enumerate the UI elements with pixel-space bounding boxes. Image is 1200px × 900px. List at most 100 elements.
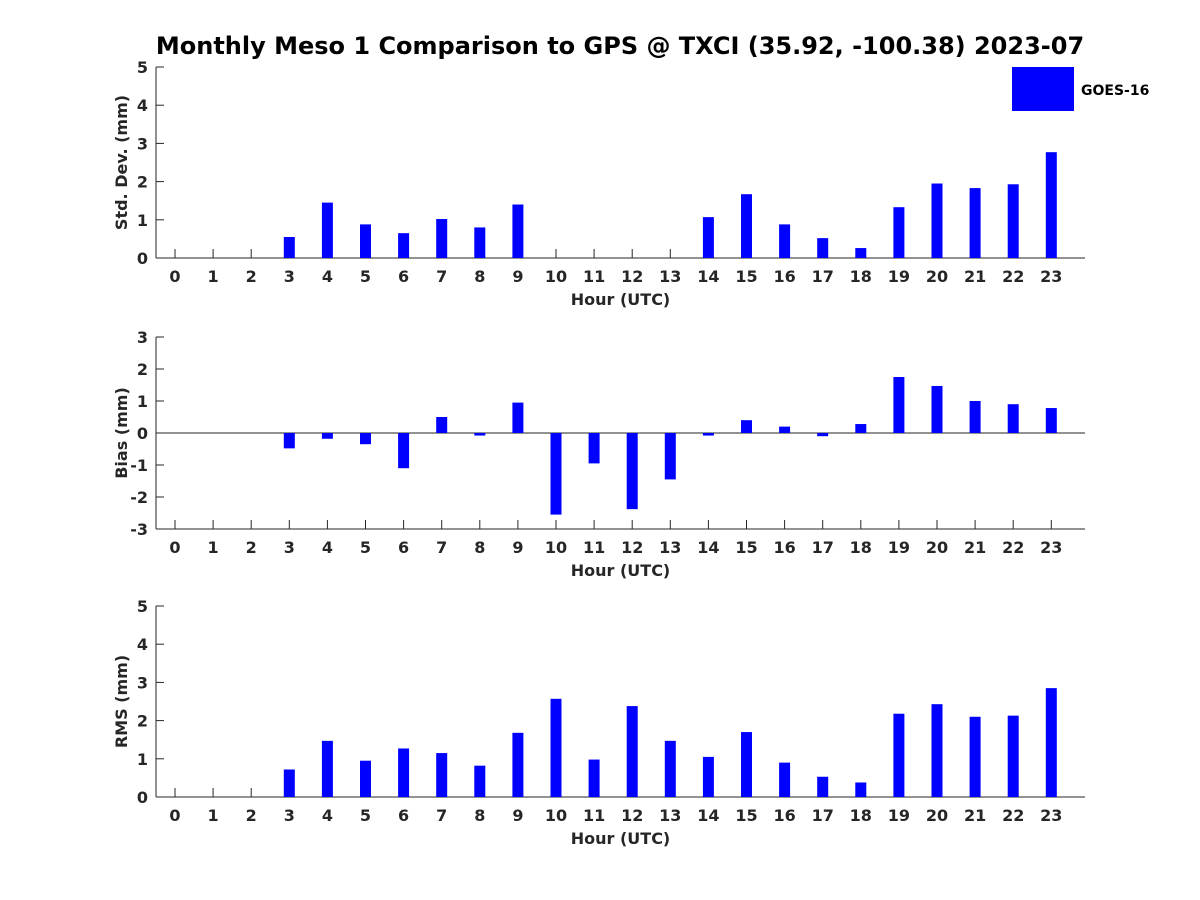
x-tick-label: 22 [1002, 538, 1024, 557]
bar-hour-3 [283, 433, 295, 449]
bar-hour-4 [321, 433, 333, 439]
bar-hour-21 [969, 188, 981, 258]
bar-hour-3 [283, 769, 295, 797]
legend-label: GOES-16 [1081, 83, 1149, 99]
x-tick-label: 1 [208, 267, 219, 286]
x-tick-label: 9 [512, 267, 523, 286]
bar-hour-17 [817, 776, 829, 797]
y-tick-label: -3 [130, 520, 148, 539]
chart-title: Monthly Meso 1 Comparison to GPS @ TXCI … [156, 32, 1084, 60]
bar-hour-8 [474, 227, 486, 258]
x-tick-label: 18 [850, 267, 872, 286]
bar-hour-16 [779, 426, 791, 433]
bar-hour-21 [969, 716, 981, 797]
x-tick-label: 22 [1002, 267, 1024, 286]
bar-hour-9 [512, 204, 524, 258]
y-tick-label: 5 [137, 597, 148, 616]
x-tick-label: 19 [888, 806, 910, 825]
bar-hour-11 [588, 433, 600, 464]
bar-hour-19 [893, 207, 905, 258]
x-tick-label: 1 [208, 806, 219, 825]
y-tick-label: 4 [137, 96, 148, 115]
bar-hour-5 [360, 760, 371, 797]
bar-hour-3 [283, 236, 295, 258]
x-tick-label: 3 [284, 538, 295, 557]
y-tick-label: 0 [137, 788, 148, 807]
x-tick-label: 18 [850, 538, 872, 557]
x-axis-label: Hour (UTC) [571, 290, 671, 309]
y-tick-label: -1 [130, 456, 148, 475]
bar-hour-13 [664, 433, 676, 480]
bar-hour-14 [702, 756, 714, 797]
x-tick-label: 0 [169, 806, 180, 825]
x-tick-label: 6 [398, 538, 409, 557]
bar-hour-20 [931, 385, 943, 433]
x-tick-label: 17 [812, 538, 834, 557]
bar-hour-20 [931, 704, 943, 797]
bar-hour-17 [817, 238, 829, 258]
bar-hour-18 [855, 248, 867, 258]
y-tick-label: 3 [137, 328, 148, 347]
x-tick-label: 2 [246, 538, 257, 557]
x-tick-label: 2 [246, 806, 257, 825]
x-tick-label: 9 [512, 806, 523, 825]
x-tick-label: 18 [850, 806, 872, 825]
bar-hour-16 [779, 224, 791, 258]
y-tick-label: 2 [137, 173, 148, 192]
x-tick-label: 4 [322, 267, 333, 286]
x-tick-label: 12 [621, 538, 643, 557]
bar-hour-14 [702, 433, 714, 436]
bar-hour-10 [550, 433, 562, 515]
x-tick-label: 8 [474, 806, 485, 825]
bar-hour-12 [626, 706, 638, 797]
x-tick-label: 2 [246, 267, 257, 286]
x-tick-label: 7 [436, 806, 447, 825]
bar-hour-6 [398, 433, 410, 469]
y-tick-label: 1 [137, 750, 148, 769]
bar-hour-7 [436, 753, 448, 797]
x-axis-label: Hour (UTC) [571, 561, 671, 580]
bar-hour-9 [512, 732, 524, 797]
x-tick-label: 15 [735, 806, 757, 825]
y-tick-label: 3 [137, 134, 148, 153]
x-tick-label: 22 [1002, 806, 1024, 825]
x-tick-label: 4 [322, 538, 333, 557]
y-axis-label: RMS (mm) [112, 655, 131, 748]
y-tick-label: 0 [137, 249, 148, 268]
legend-swatch [1012, 67, 1074, 111]
x-tick-label: 10 [545, 806, 567, 825]
x-tick-label: 17 [812, 806, 834, 825]
bar-hour-18 [855, 782, 867, 797]
x-tick-label: 14 [697, 806, 719, 825]
y-tick-label: 1 [137, 392, 148, 411]
bar-hour-4 [321, 202, 333, 258]
x-tick-label: 5 [360, 806, 371, 825]
y-tick-label: 0 [137, 424, 148, 443]
bar-hour-19 [893, 713, 905, 797]
x-tick-label: 5 [360, 538, 371, 557]
x-tick-label: 9 [512, 538, 523, 557]
bar-hour-14 [702, 217, 714, 258]
x-tick-label: 12 [621, 267, 643, 286]
bar-hour-8 [474, 765, 486, 797]
x-tick-label: 23 [1040, 806, 1062, 825]
x-tick-label: 7 [436, 267, 447, 286]
bar-hour-9 [512, 402, 524, 433]
x-tick-label: 11 [583, 806, 605, 825]
x-tick-label: 15 [735, 267, 757, 286]
y-axis-label: Bias (mm) [112, 387, 131, 479]
x-tick-label: 10 [545, 538, 567, 557]
bar-hour-4 [321, 740, 333, 797]
x-tick-label: 8 [474, 267, 485, 286]
x-tick-label: 13 [659, 538, 681, 557]
x-tick-label: 11 [583, 538, 605, 557]
x-tick-label: 3 [284, 806, 295, 825]
x-tick-label: 20 [926, 806, 948, 825]
x-tick-label: 4 [322, 806, 333, 825]
x-tick-label: 11 [583, 267, 605, 286]
y-tick-label: 5 [137, 58, 148, 77]
